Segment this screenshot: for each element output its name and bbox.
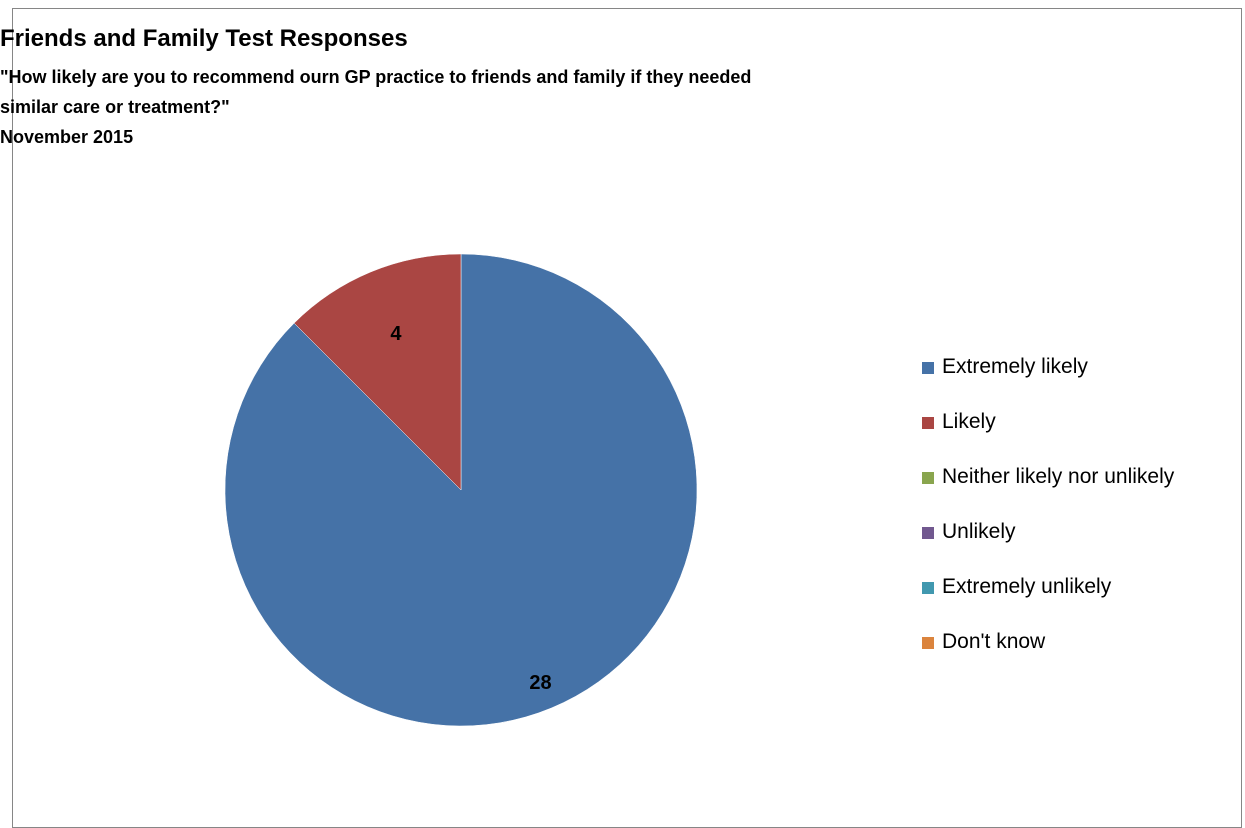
- legend-label: Extremely unlikely: [942, 575, 1112, 598]
- pie-slice-1: [293, 253, 462, 491]
- data-label-0: 28: [529, 672, 551, 694]
- legend-label: Likely: [942, 410, 996, 433]
- legend-swatch: [922, 637, 934, 649]
- chart-subtitle-line-2: similar care or treatment?": [0, 97, 230, 117]
- legend-swatch: [922, 582, 934, 594]
- legend-label: Don't know: [942, 630, 1046, 653]
- legend-swatch: [922, 362, 934, 374]
- legend-swatch: [922, 527, 934, 539]
- legend-label: Unlikely: [942, 520, 1016, 543]
- data-label-1: 4: [390, 323, 402, 345]
- chart-subtitle-line-1: "How likely are you to recommend ourn GP…: [0, 67, 752, 87]
- legend-label: Extremely likely: [942, 355, 1088, 378]
- chart-subtitle-line-3: November 2015: [0, 127, 134, 147]
- legend-swatch: [922, 417, 934, 429]
- legend-swatch: [922, 472, 934, 484]
- legend-label: Neither likely nor unlikely: [942, 465, 1175, 488]
- chart-title: Friends and Family Test Responses: [0, 25, 408, 52]
